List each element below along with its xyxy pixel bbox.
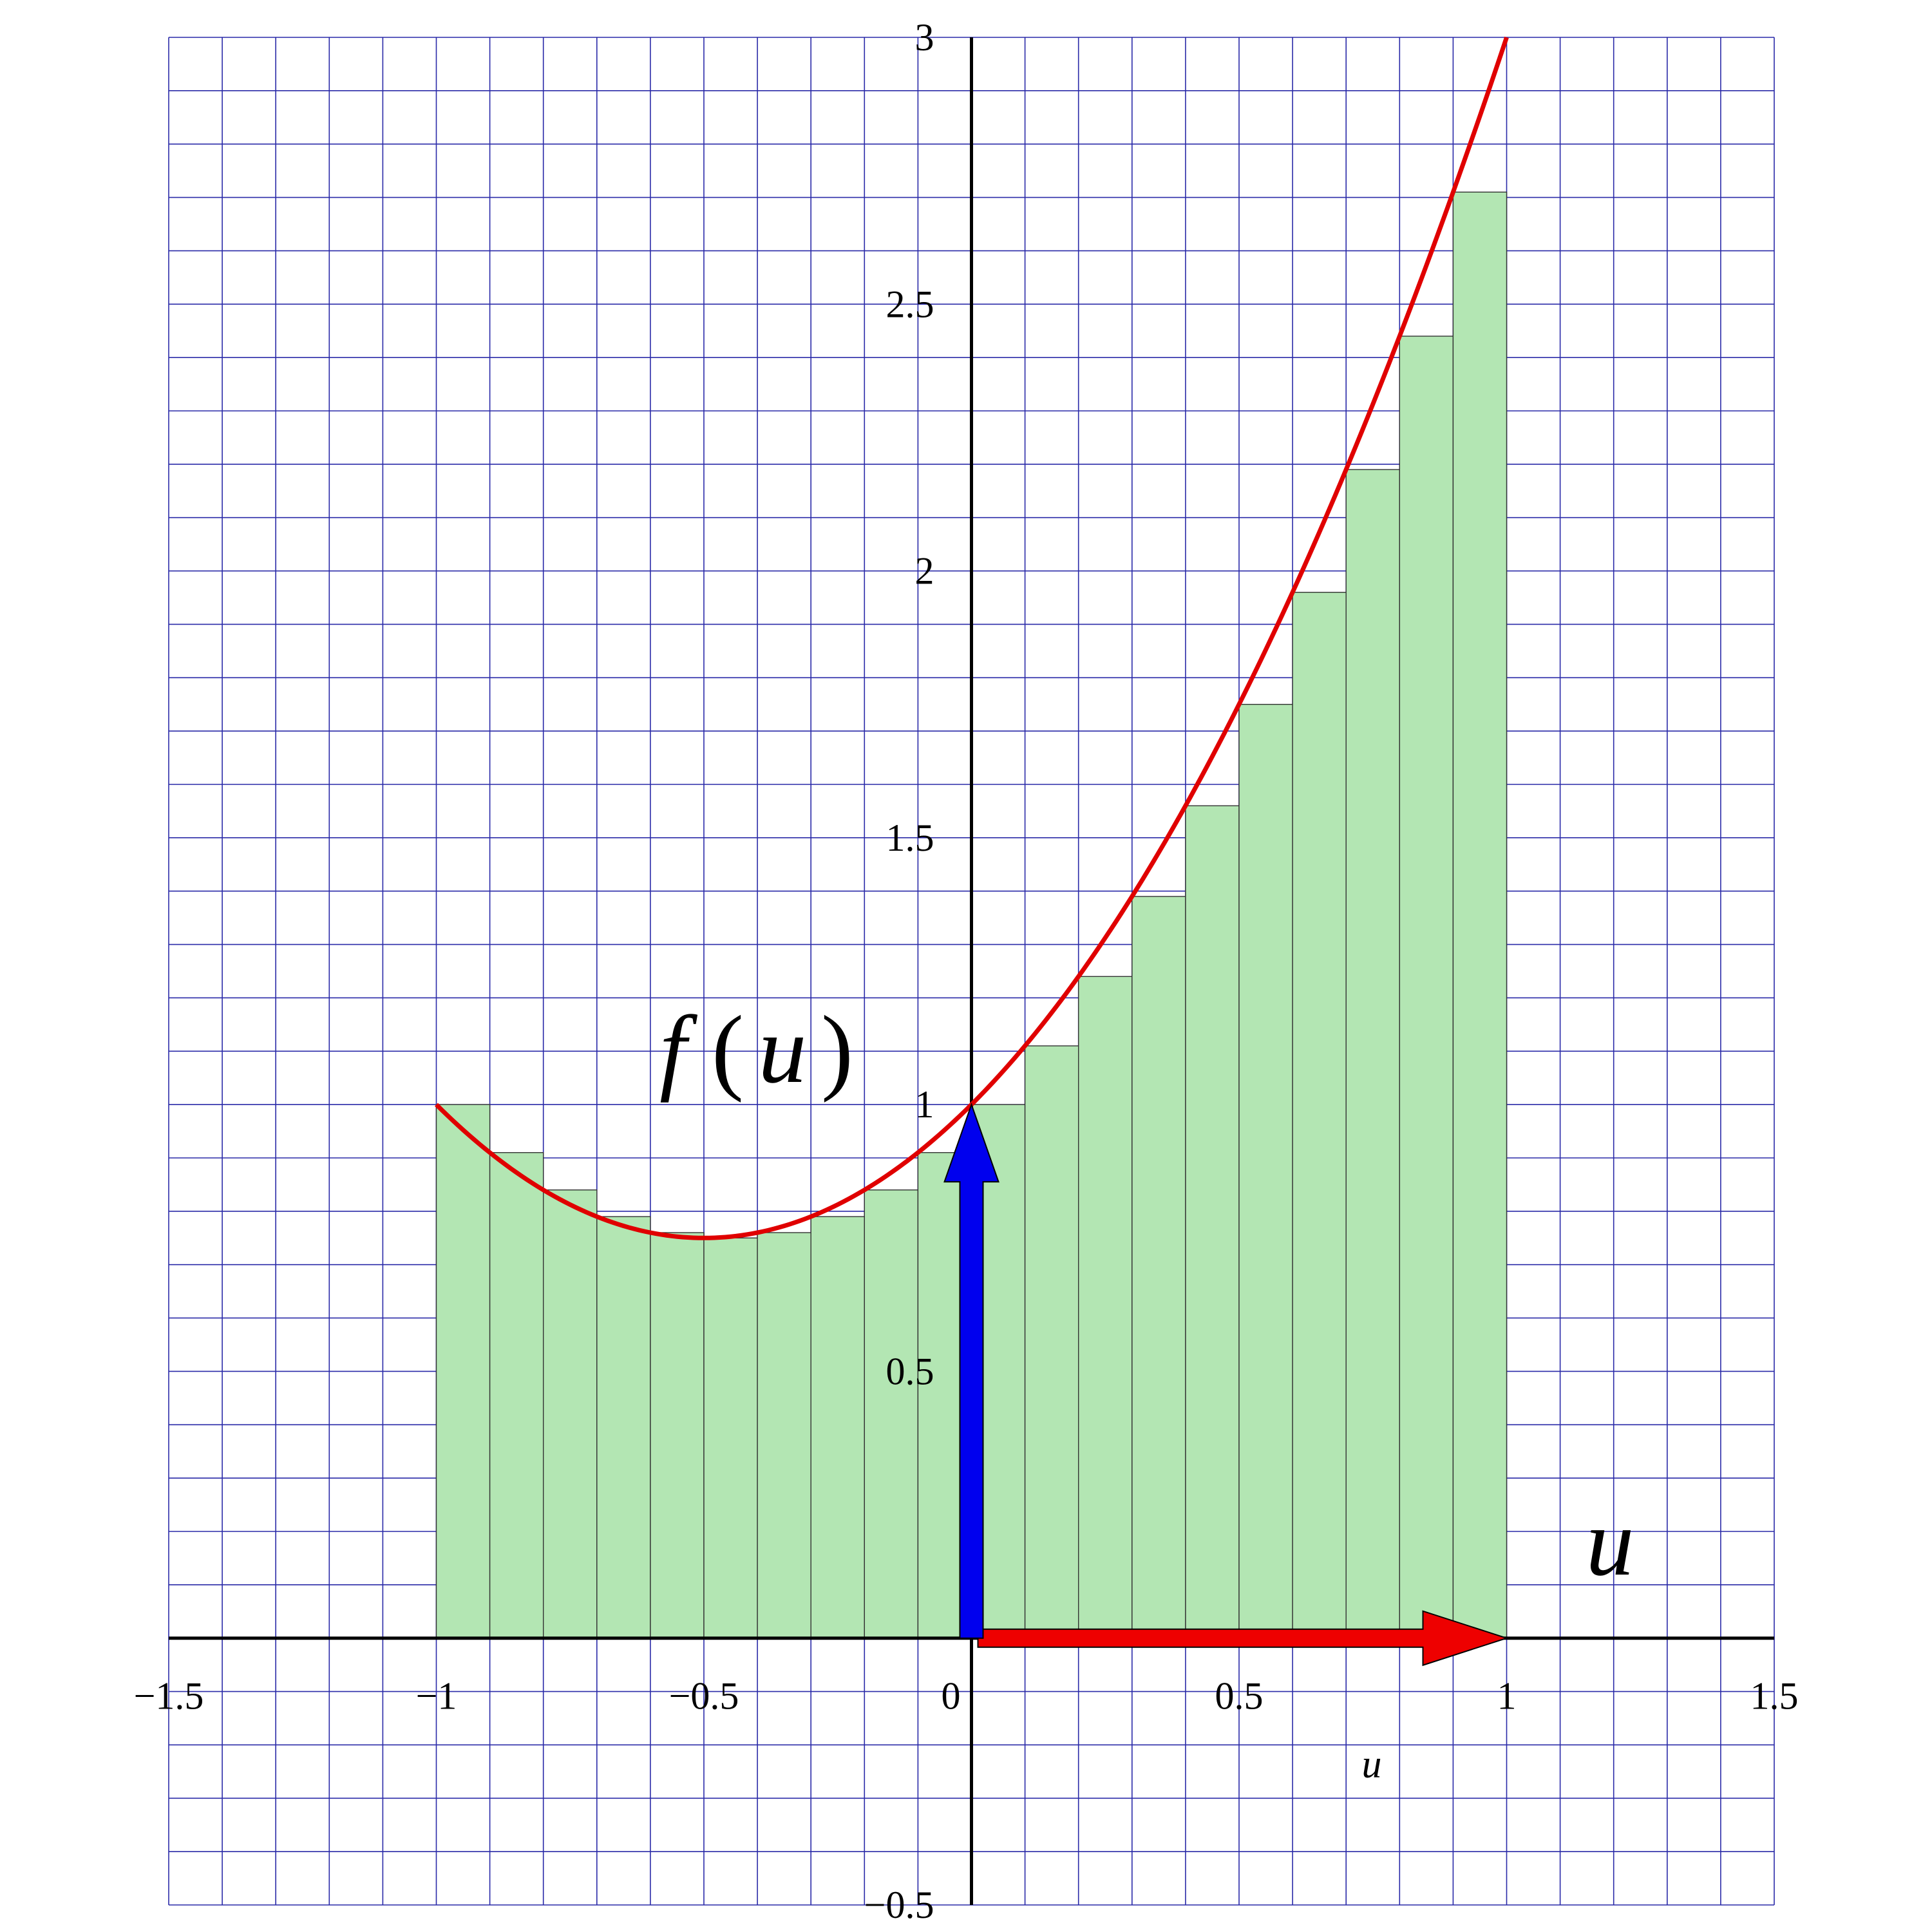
x-axis-label-small: u	[1362, 1743, 1382, 1786]
arrows	[943, 1103, 1509, 1667]
y-tick-label: −0.5	[864, 1884, 934, 1926]
function-label: f ( u )	[659, 996, 853, 1103]
horizontal-arrow	[977, 1610, 1509, 1667]
x-tick-label: −1	[416, 1675, 457, 1718]
function-label-open-paren: (	[712, 996, 744, 1103]
bar	[1024, 1045, 1079, 1639]
x-tick-label: 0.5	[1215, 1675, 1264, 1718]
bars	[435, 191, 1508, 1639]
bar	[1185, 805, 1240, 1639]
function-label-close-paren: )	[821, 996, 853, 1103]
bar	[543, 1189, 598, 1639]
bar	[1399, 336, 1454, 1639]
y-tick-label: 1.5	[886, 817, 934, 859]
y-tick-label: 0.5	[886, 1350, 934, 1392]
function-label-var: u	[759, 996, 807, 1103]
x-tick-label: 0	[942, 1675, 961, 1718]
bar	[864, 1189, 919, 1639]
x-tick-label: −0.5	[669, 1675, 739, 1718]
bar	[596, 1216, 651, 1639]
x-tick-label: −1.5	[134, 1675, 204, 1718]
bar	[757, 1232, 811, 1639]
bar	[1452, 191, 1508, 1639]
x-tick-label: 1	[1497, 1675, 1517, 1718]
function-label-f: f	[659, 996, 697, 1103]
bar	[489, 1152, 544, 1639]
bar	[1077, 976, 1133, 1639]
y-tick-label: 2.5	[886, 283, 934, 325]
y-tick-label: 2	[915, 550, 934, 592]
y-tick-label: 3	[915, 16, 934, 59]
bar	[1345, 469, 1400, 1639]
bar	[1238, 704, 1293, 1639]
tick-labels: −1.5 −1 −0.5 0 0.5 1 1.5 −0.5 0.5 1 1.5 2 2.5 3	[134, 16, 1799, 1926]
bar	[435, 1104, 491, 1639]
bar	[1292, 592, 1347, 1639]
bar	[810, 1216, 865, 1639]
u-axis-label: u	[1586, 1489, 1634, 1596]
y-tick-label: 1	[915, 1083, 934, 1126]
bar	[1132, 896, 1186, 1639]
bar	[703, 1237, 758, 1639]
vertical-arrow	[943, 1103, 999, 1639]
bar	[650, 1232, 705, 1639]
x-tick-label: 1.5	[1750, 1675, 1799, 1718]
